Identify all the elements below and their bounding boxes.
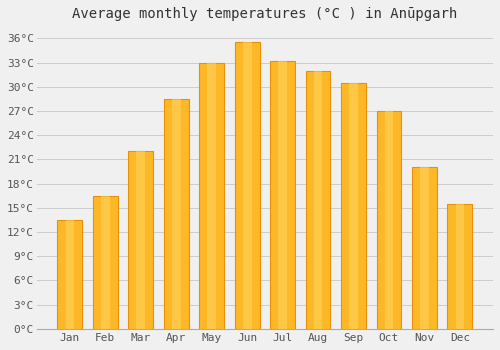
Bar <box>58 220 82 329</box>
Bar <box>349 83 358 329</box>
Bar <box>235 42 260 329</box>
Bar <box>306 71 330 329</box>
Bar <box>101 196 110 329</box>
Bar <box>420 168 429 329</box>
Bar <box>412 168 437 329</box>
Bar <box>456 204 464 329</box>
Bar <box>66 220 74 329</box>
Bar <box>278 61 287 329</box>
Bar <box>270 61 295 329</box>
Bar <box>164 99 188 329</box>
Bar <box>208 63 216 329</box>
Bar <box>136 151 145 329</box>
Bar <box>93 196 118 329</box>
Bar <box>448 204 472 329</box>
Bar <box>384 111 394 329</box>
Bar <box>376 111 402 329</box>
Bar <box>172 99 180 329</box>
Bar <box>314 71 322 329</box>
Bar <box>341 83 366 329</box>
Title: Average monthly temperatures (°C ) in Anūpgarh: Average monthly temperatures (°C ) in An… <box>72 7 458 21</box>
Bar <box>200 63 224 329</box>
Bar <box>243 42 252 329</box>
Bar <box>128 151 153 329</box>
